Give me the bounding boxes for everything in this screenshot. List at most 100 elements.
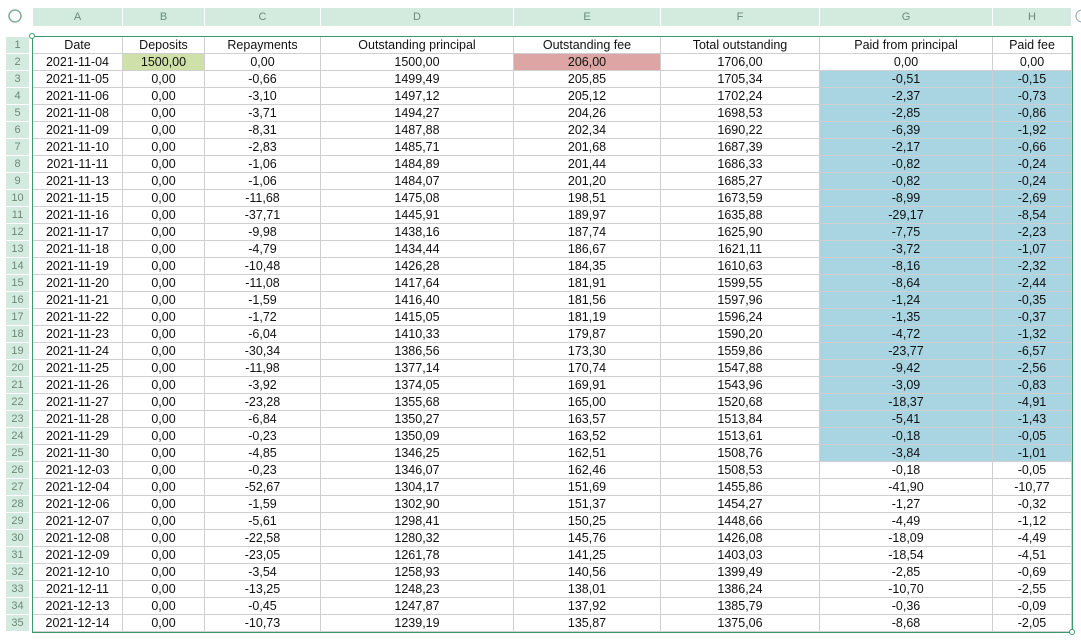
row-number[interactable]: 2 (6, 54, 29, 71)
cell[interactable]: -11,08 (205, 275, 321, 292)
cell[interactable]: 2021-11-06 (33, 88, 123, 105)
cell[interactable]: 1484,89 (321, 156, 514, 173)
cell[interactable]: 173,30 (514, 343, 661, 360)
cell[interactable]: 1513,84 (661, 411, 820, 428)
cell[interactable]: -3,71 (205, 105, 321, 122)
header-cell[interactable]: Repayments (205, 37, 321, 54)
row-number[interactable]: 16 (6, 292, 29, 309)
row-number[interactable]: 12 (6, 224, 29, 241)
cell[interactable]: 186,67 (514, 241, 661, 258)
cell[interactable]: -0,18 (820, 462, 993, 479)
cell[interactable]: 162,46 (514, 462, 661, 479)
cell[interactable]: -22,58 (205, 530, 321, 547)
cell[interactable]: -1,01 (993, 445, 1072, 462)
cell[interactable]: 1385,79 (661, 598, 820, 615)
cell[interactable]: 0,00 (123, 309, 205, 326)
cell[interactable]: 0,00 (123, 513, 205, 530)
column-header[interactable]: B (123, 8, 205, 26)
row-number[interactable]: 7 (6, 139, 29, 156)
cell[interactable]: 1247,87 (321, 598, 514, 615)
cell[interactable]: 2021-12-09 (33, 547, 123, 564)
cell[interactable]: 201,68 (514, 139, 661, 156)
cell[interactable]: 2021-11-23 (33, 326, 123, 343)
cell[interactable]: 0,00 (123, 258, 205, 275)
cell[interactable]: 181,91 (514, 275, 661, 292)
cell[interactable]: -0,86 (993, 105, 1072, 122)
cell[interactable]: 163,57 (514, 411, 661, 428)
cell[interactable]: 1610,63 (661, 258, 820, 275)
cell[interactable]: 2021-12-07 (33, 513, 123, 530)
cell[interactable]: 165,00 (514, 394, 661, 411)
row-number[interactable]: 23 (6, 411, 29, 428)
cell[interactable]: -11,98 (205, 360, 321, 377)
cell[interactable]: 1280,32 (321, 530, 514, 547)
cell[interactable]: -0,18 (820, 428, 993, 445)
row-number[interactable]: 32 (6, 564, 29, 581)
cell[interactable]: 206,00 (514, 54, 661, 71)
cell[interactable]: 1599,55 (661, 275, 820, 292)
cell[interactable]: 1513,61 (661, 428, 820, 445)
cell[interactable]: 2021-11-29 (33, 428, 123, 445)
cell[interactable]: -2,23 (993, 224, 1072, 241)
cell[interactable]: -23,28 (205, 394, 321, 411)
row-number[interactable]: 4 (6, 88, 29, 105)
cell[interactable]: 0,00 (123, 105, 205, 122)
cell[interactable]: -9,42 (820, 360, 993, 377)
cell[interactable]: -1,12 (993, 513, 1072, 530)
cell[interactable]: 0,00 (123, 496, 205, 513)
cell[interactable]: 151,37 (514, 496, 661, 513)
row-number[interactable]: 11 (6, 207, 29, 224)
row-number[interactable]: 8 (6, 156, 29, 173)
cell[interactable]: 198,51 (514, 190, 661, 207)
cell[interactable]: -18,09 (820, 530, 993, 547)
cell[interactable]: 1448,66 (661, 513, 820, 530)
cell[interactable]: -8,31 (205, 122, 321, 139)
cell[interactable]: 1377,14 (321, 360, 514, 377)
header-cell[interactable]: Paid from principal (820, 37, 993, 54)
column-header[interactable]: F (661, 8, 820, 26)
cell[interactable]: 1374,05 (321, 377, 514, 394)
cell[interactable]: 2021-11-22 (33, 309, 123, 326)
cell[interactable]: 1706,00 (661, 54, 820, 71)
cell[interactable]: 1484,07 (321, 173, 514, 190)
cell[interactable]: 2021-11-08 (33, 105, 123, 122)
cell[interactable]: 1543,96 (661, 377, 820, 394)
cell[interactable]: 1426,28 (321, 258, 514, 275)
cell[interactable]: 1500,00 (321, 54, 514, 71)
cell[interactable]: 189,97 (514, 207, 661, 224)
row-number[interactable]: 5 (6, 105, 29, 122)
cell[interactable]: 1499,49 (321, 71, 514, 88)
row-number[interactable]: 24 (6, 428, 29, 445)
cell[interactable]: 1355,68 (321, 394, 514, 411)
cell[interactable]: -0,37 (993, 309, 1072, 326)
cell[interactable]: -10,48 (205, 258, 321, 275)
cell[interactable]: 1475,08 (321, 190, 514, 207)
row-number[interactable]: 9 (6, 173, 29, 190)
cell[interactable]: 0,00 (123, 394, 205, 411)
cell[interactable]: -4,49 (993, 530, 1072, 547)
cell[interactable]: -0,23 (205, 428, 321, 445)
cell[interactable]: 2021-12-11 (33, 581, 123, 598)
cell[interactable]: 202,34 (514, 122, 661, 139)
cell[interactable]: 1438,16 (321, 224, 514, 241)
selection-handle[interactable] (1069, 629, 1075, 635)
cell[interactable]: -0,82 (820, 173, 993, 190)
cell[interactable]: -10,70 (820, 581, 993, 598)
cell[interactable]: 1625,90 (661, 224, 820, 241)
cell[interactable]: -4,85 (205, 445, 321, 462)
row-number[interactable]: 13 (6, 241, 29, 258)
cell[interactable]: 2021-11-09 (33, 122, 123, 139)
cell[interactable]: -4,72 (820, 326, 993, 343)
cell[interactable]: 2021-12-03 (33, 462, 123, 479)
cell[interactable]: 170,74 (514, 360, 661, 377)
row-number[interactable]: 26 (6, 462, 29, 479)
cell[interactable]: 138,01 (514, 581, 661, 598)
row-number[interactable]: 22 (6, 394, 29, 411)
cell[interactable]: -2,37 (820, 88, 993, 105)
cell[interactable]: -10,77 (993, 479, 1072, 496)
cell[interactable]: 169,91 (514, 377, 661, 394)
cell[interactable]: -1,59 (205, 292, 321, 309)
cell[interactable]: 2021-11-27 (33, 394, 123, 411)
cell[interactable]: 2021-12-10 (33, 564, 123, 581)
cell[interactable]: 0,00 (123, 241, 205, 258)
